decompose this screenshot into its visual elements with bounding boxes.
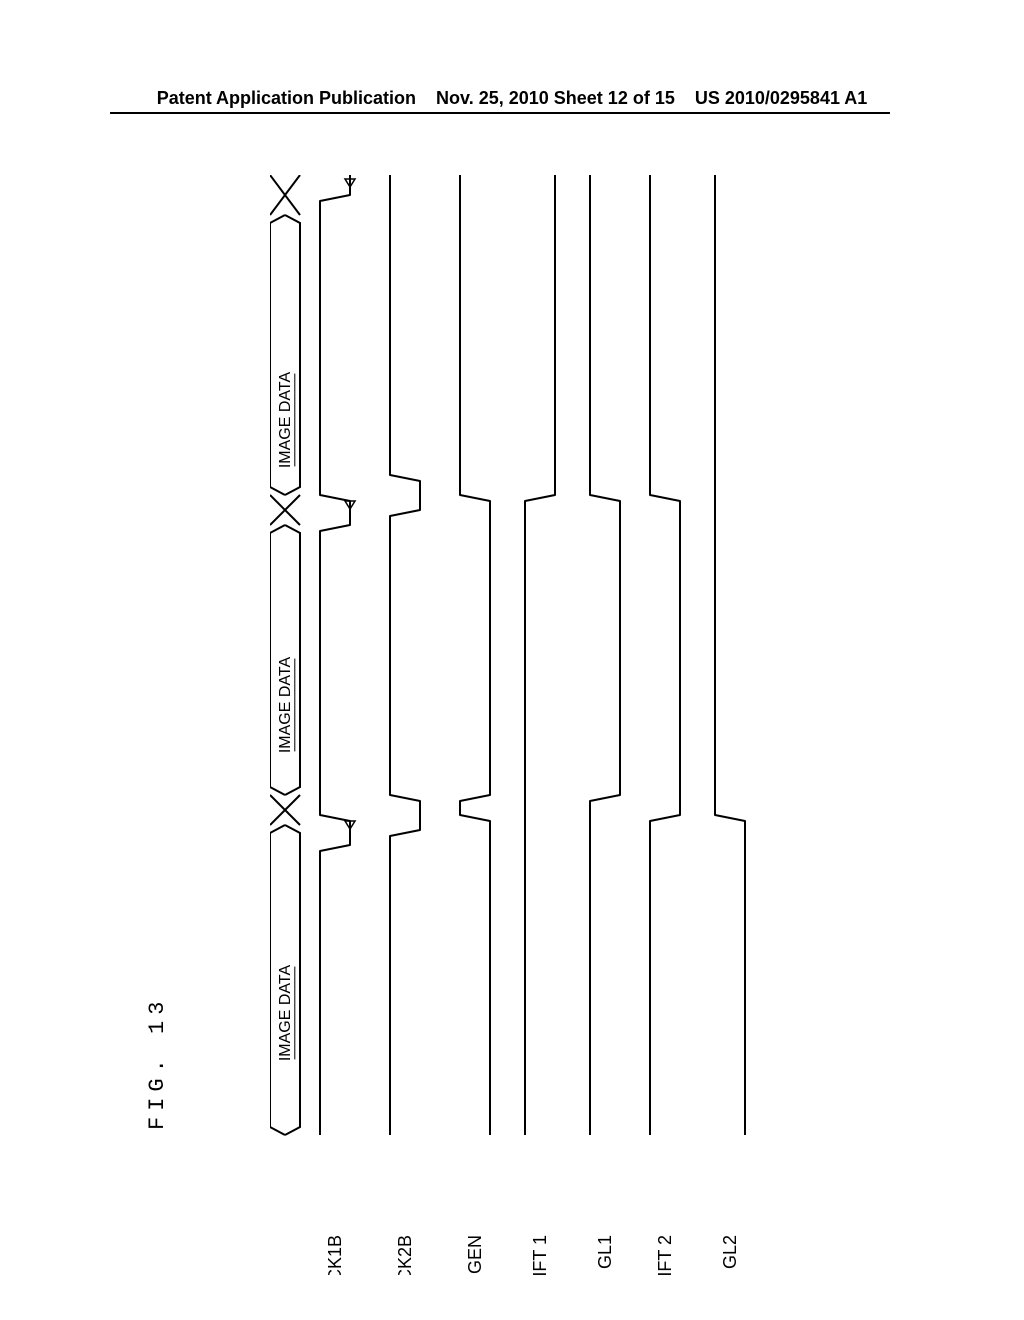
figure-label: FIG. 13 [145, 996, 170, 1130]
image-data-label: IMAGE DATA [277, 372, 294, 469]
waveform-gck2b [390, 175, 420, 1135]
header-left: Patent Application Publication [157, 88, 416, 109]
signal-label-shift2: SHIFT 2 [655, 1235, 675, 1275]
waveform-gl2 [715, 175, 745, 1135]
header-rule [110, 112, 890, 114]
page-header: Patent Application Publication Nov. 25, … [0, 88, 1024, 109]
waveform-gen [460, 175, 490, 1135]
timing-svg: IMAGE DATA IMAGE DATA IMAGE DATA GCK1B GCK2B… [270, 175, 780, 1275]
waveform-gck1b [320, 175, 350, 1135]
waveform-gl1 [590, 175, 620, 1135]
signal-label-gen: GEN [465, 1235, 485, 1274]
signal-label-gck1b: GCK1B [325, 1235, 345, 1275]
image-data-label: IMAGE DATA [277, 657, 294, 754]
waveform-shift2 [650, 175, 680, 1135]
header-center: Nov. 25, 2010 Sheet 12 of 15 [436, 88, 675, 109]
timing-diagram: IMAGE DATAIMAGE DATAIMAGE DATAGCK1BGCK2B… [270, 175, 780, 1135]
header-right: US 2010/0295841 A1 [695, 88, 867, 109]
signal-label-gl2: GL2 [720, 1235, 740, 1269]
signal-label-shift1: SHIFT 1 [530, 1235, 550, 1275]
signal-label-gck2b: GCK2B [395, 1235, 415, 1275]
waveform-shift1 [525, 175, 555, 1135]
signal-label-gl1: GL1 [595, 1235, 615, 1269]
image-data-label: IMAGE DATA [277, 965, 294, 1062]
